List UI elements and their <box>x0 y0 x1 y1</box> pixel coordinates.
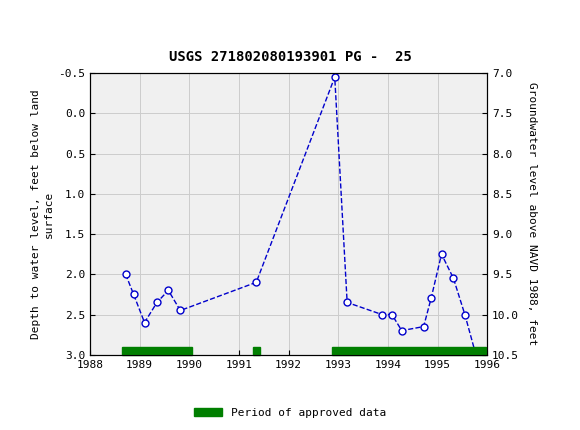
Bar <box>253 347 260 355</box>
Y-axis label: Depth to water level, feet below land
surface: Depth to water level, feet below land su… <box>31 89 54 339</box>
Bar <box>5 6 48 40</box>
Text: USGS 271802080193901 PG -  25: USGS 271802080193901 PG - 25 <box>169 50 411 64</box>
Bar <box>122 347 192 355</box>
Legend: Period of approved data: Period of approved data <box>190 403 390 422</box>
Bar <box>332 347 485 355</box>
Y-axis label: Groundwater level above NAVD 1988, feet: Groundwater level above NAVD 1988, feet <box>527 82 538 346</box>
Text: USGS: USGS <box>55 15 102 30</box>
